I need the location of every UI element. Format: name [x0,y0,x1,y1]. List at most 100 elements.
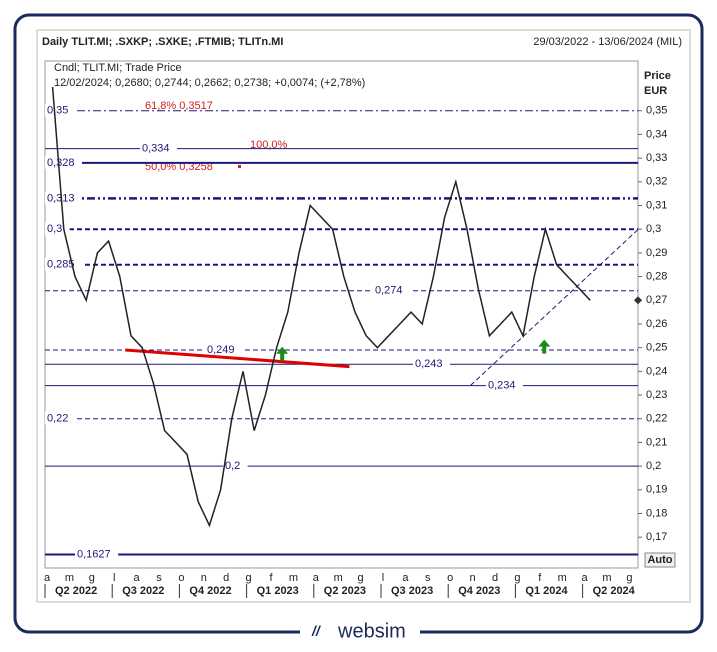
x-tick-label: d [492,572,498,584]
x-tick-label: m [558,572,567,584]
y-tick-label: 0,34 [646,128,667,140]
legend: Cndl; TLIT.MI; Trade Price [54,62,182,74]
y-tick-label: 0,19 [646,484,667,496]
y-tick-label: 0,23 [646,389,667,401]
level-label-bg [413,357,450,371]
level-label: 0,3 [47,223,62,235]
axis-label: Price [644,70,671,82]
level-label-bg [45,411,76,425]
quarter-label: Q4 2023 [458,585,500,597]
x-tick-label: o [447,572,453,584]
trendline [470,228,639,386]
level-label: 0,249 [207,344,235,356]
y-tick-label: 0,25 [646,342,667,354]
level-label-bg [373,283,410,297]
date-range: 29/03/2022 - 13/06/2024 (MIL) [533,36,682,48]
quarter-label: Q2 2023 [324,585,366,597]
plot-area [44,60,639,569]
trendline [125,348,350,369]
last-price [634,296,642,305]
x-tick-label: a [134,572,141,584]
y-tick-label: 0,24 [646,365,667,377]
level-label: 0,328 [47,157,75,169]
price-line [51,87,591,528]
y-tick-label: 0,17 [646,531,667,543]
x-tick-label: s [156,572,162,584]
x-tick-label: s [425,572,431,584]
x-tick-label: m [602,572,611,584]
x-tick-label: g [358,572,364,584]
x-tick-label: n [201,572,207,584]
level-label: 0,2 [225,460,240,472]
x-tick-label: d [223,572,229,584]
x-tick-label: o [178,572,184,584]
chart-title: Daily TLIT.MI; .SXKP; .SXKE; .FTMIB; TLI… [42,36,283,48]
fib-label: 61,8% 0,3517 [145,100,213,112]
brand: websim [337,620,406,642]
x-tick-label: g [89,572,95,584]
arrow [276,346,289,361]
y-tick-label: 0,3 [646,223,661,235]
x-tick-label: f [538,572,542,584]
y-tick-label: 0,22 [646,413,667,425]
y-tick-label: 0,35 [646,105,667,117]
x-tick-label: g [626,572,632,584]
level-label-bg [45,155,82,169]
y-tick-label: 0,18 [646,507,667,519]
panel [36,29,691,603]
x-tick-label: m [65,572,74,584]
auto-button[interactable] [644,552,676,568]
y-tick-label: 0,28 [646,270,667,282]
level-label-bg [140,141,177,155]
auto-label[interactable]: Auto [647,554,672,566]
y-tick-label: 0,26 [646,318,667,330]
x-tick-label: g [514,572,520,584]
fib-dot [238,165,241,168]
level-label: 0,35 [47,105,68,117]
quarter-label: Q3 2022 [122,585,164,597]
level-label: 0,234 [488,379,516,391]
y-tick-label: 0,21 [646,436,667,448]
frame [13,13,704,634]
quarter-label: Q2 2024 [593,585,636,597]
y-tick-label: 0,2 [646,460,661,472]
fib-label: 100,0% [250,139,288,151]
y-tick-label: 0,27 [646,294,667,306]
y-tick-label: 0,29 [646,247,667,259]
level-label-bg [45,103,76,117]
y-tick-label: 0,32 [646,176,667,188]
level-label: 0,285 [47,259,75,271]
quarter-label: Q1 2024 [525,585,568,597]
x-tick-label: a [44,572,51,584]
x-tick-label: n [470,572,476,584]
level-label-bg [75,547,119,561]
y-tick-label: 0,31 [646,199,667,211]
level-label: 0,334 [142,143,170,155]
x-tick-label: a [313,572,320,584]
level-label: 0,243 [415,358,443,370]
legend: 12/02/2024; 0,2680; 0,2744; 0,2662; 0,27… [54,77,365,89]
quarter-label: Q2 2022 [55,585,97,597]
axis-label: EUR [644,85,667,97]
x-tick-label: a [582,572,589,584]
quarter-label: Q1 2023 [257,585,299,597]
x-tick-label: l [113,572,115,584]
brand-icon: // [311,623,322,639]
fib-label: 50,0% 0,3258 [145,161,213,173]
x-tick-label: l [382,572,384,584]
level-label: 0,1627 [77,548,111,560]
x-tick-label: a [402,572,409,584]
x-tick-label: f [269,572,273,584]
arrow [538,339,551,354]
level-label: 0,274 [375,285,403,297]
level-label: 0,22 [47,413,68,425]
x-tick-label: g [246,572,252,584]
level-label-bg [223,459,248,473]
level-label-bg [486,378,523,392]
level-label-bg [45,191,82,205]
brand-bg [300,622,420,644]
quarter-label: Q3 2023 [391,585,433,597]
x-tick-label: m [334,572,343,584]
